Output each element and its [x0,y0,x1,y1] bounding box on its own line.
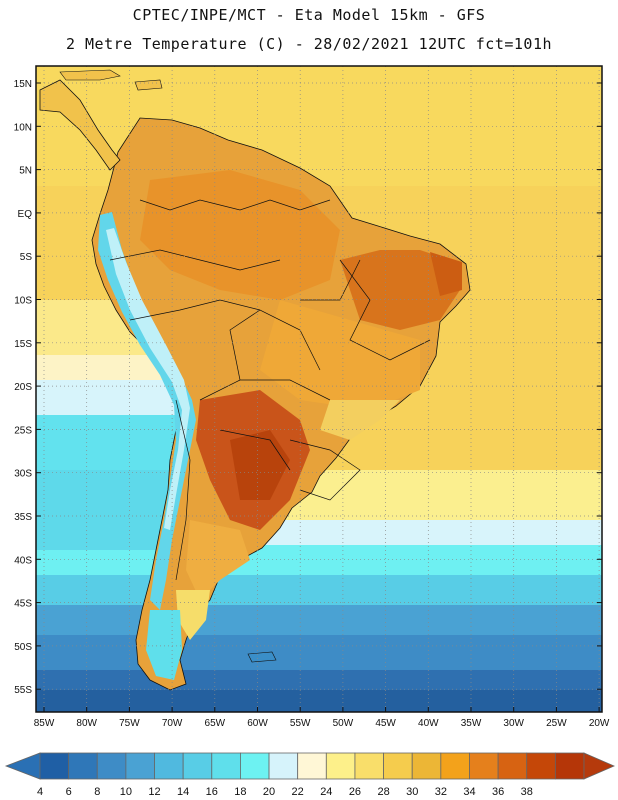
colorbar-swatch [268,752,299,780]
lat-label: 30S [14,469,32,480]
lat-label: 55S [14,685,32,696]
field-pacific-cooler [36,380,176,420]
colorbar-level-label: 10 [120,786,132,798]
lon-label: 80W [76,718,97,729]
colorbar-swatch [411,752,442,780]
colorbar-high-arrow [583,752,616,780]
longitude-labels: 85W 80W 75W 70W 65W 60W 55W 50W 45W 40W 35W 30W 25W 2… [34,707,610,729]
lon-label: 50W [333,718,354,729]
lat-label: 5S [20,252,33,263]
colorbar-swatch [526,752,556,780]
southeast-cool [320,400,400,440]
colorbar-swatch [469,752,499,780]
lat-label: 25S [14,425,32,436]
amazon-warm [140,170,340,300]
field-band-8 [36,635,602,675]
lat-label: 10N [14,122,32,133]
field-pacific-south-cyan [36,470,176,550]
field-band-10 [36,605,602,640]
colorbar-swatch [211,752,241,780]
lat-label: 35S [14,512,32,523]
colorbar-swatch [68,752,98,780]
map-frame [35,65,603,713]
colorbar-level-label: 4 [37,786,43,798]
andes-very-cold [106,228,190,530]
lon-label: 35W [461,718,482,729]
field-pacific-cyan [36,415,176,475]
lon-label: 60W [247,718,268,729]
colorbar-swatch [182,752,213,780]
field-band-18 [36,545,602,580]
colorbar-level-label: 26 [349,786,361,798]
colorbar-level-label: 8 [94,786,100,798]
lon-label: 25W [546,718,567,729]
colorbar-swatch [383,752,413,780]
lon-label: 20W [589,718,610,729]
colorbar-swatch [354,752,384,780]
colorbar-swatch [297,752,327,780]
country-borders [109,199,431,581]
colorbar-level-label: 24 [320,786,332,798]
colorbar-swatch [96,752,127,780]
lat-label: 50S [14,642,32,653]
colorbar-level-label: 18 [234,786,246,798]
field-band-4 [36,690,602,712]
colorbar-swatch [440,752,470,780]
temperature-field [36,66,602,712]
lat-label: 10S [14,296,32,307]
field-band-14 [36,575,602,610]
southern-tip-cool [146,610,182,680]
northeast-hot [340,250,460,330]
lat-label: 20S [14,382,32,393]
colorbar-level-label: 6 [66,786,72,798]
ne-hot-core [430,252,462,296]
colorbar [4,752,616,780]
lat-label: EQ [18,209,33,220]
colorbar-level-label: 38 [521,786,533,798]
colorbar-swatch [39,752,70,780]
lat-label: 5N [19,166,32,177]
lat-label: 40S [14,555,32,566]
colorbar-swatch [497,752,528,780]
colorbar-level-label: 32 [435,786,447,798]
lon-label: 70W [162,718,183,729]
colorbar-swatch [554,752,585,780]
lon-label: 65W [205,718,226,729]
colorbar-swatch [325,752,356,780]
colorbar-level-label: 14 [177,786,189,798]
colorbar-swatch [154,752,184,780]
colorbar-low-arrow [4,752,41,780]
colorbar-labels: 4 6 8 10 12 14 16 18 20 22 24 26 28 30 32 34 36 38 [37,786,533,798]
lon-label: 40W [418,718,439,729]
lon-label: 45W [375,718,396,729]
lat-label: 45S [14,599,32,610]
lon-label: 30W [503,718,524,729]
lon-label: 75W [119,718,140,729]
colorbar-level-label: 22 [292,786,304,798]
colorbar-level-label: 36 [492,786,504,798]
central-america-land [39,79,121,171]
map-title: CPTEC/INPE/MCT - Eta Model 15km - GFS [132,6,486,24]
lat-label: 15N [14,79,32,90]
latitude-labels: 15N 10N 5N EQ 5S 10S 15S 20S 25S 30S 35S 40S 45S 50S 5… [14,79,602,696]
colorbar-level-label: 12 [148,786,160,798]
colorbar-level-label: 20 [263,786,275,798]
colorbar-level-label: 16 [206,786,218,798]
colorbar-level-label: 34 [463,786,475,798]
lat-label: 15S [14,339,32,350]
colorbar-level-label: 28 [377,786,389,798]
falklands-land [247,651,277,663]
hispaniola-land [134,79,163,91]
patagonia-warm [186,520,250,600]
lon-label: 85W [34,718,55,729]
lon-label: 55W [290,718,311,729]
map-subtitle: 2 Metre Temperature (C) - 28/02/2021 12U… [65,35,553,53]
colorbar-level-label: 30 [406,786,418,798]
colorbar-swatch [240,752,270,780]
cuba-land [59,69,121,81]
colorbar-swatch [125,752,155,780]
